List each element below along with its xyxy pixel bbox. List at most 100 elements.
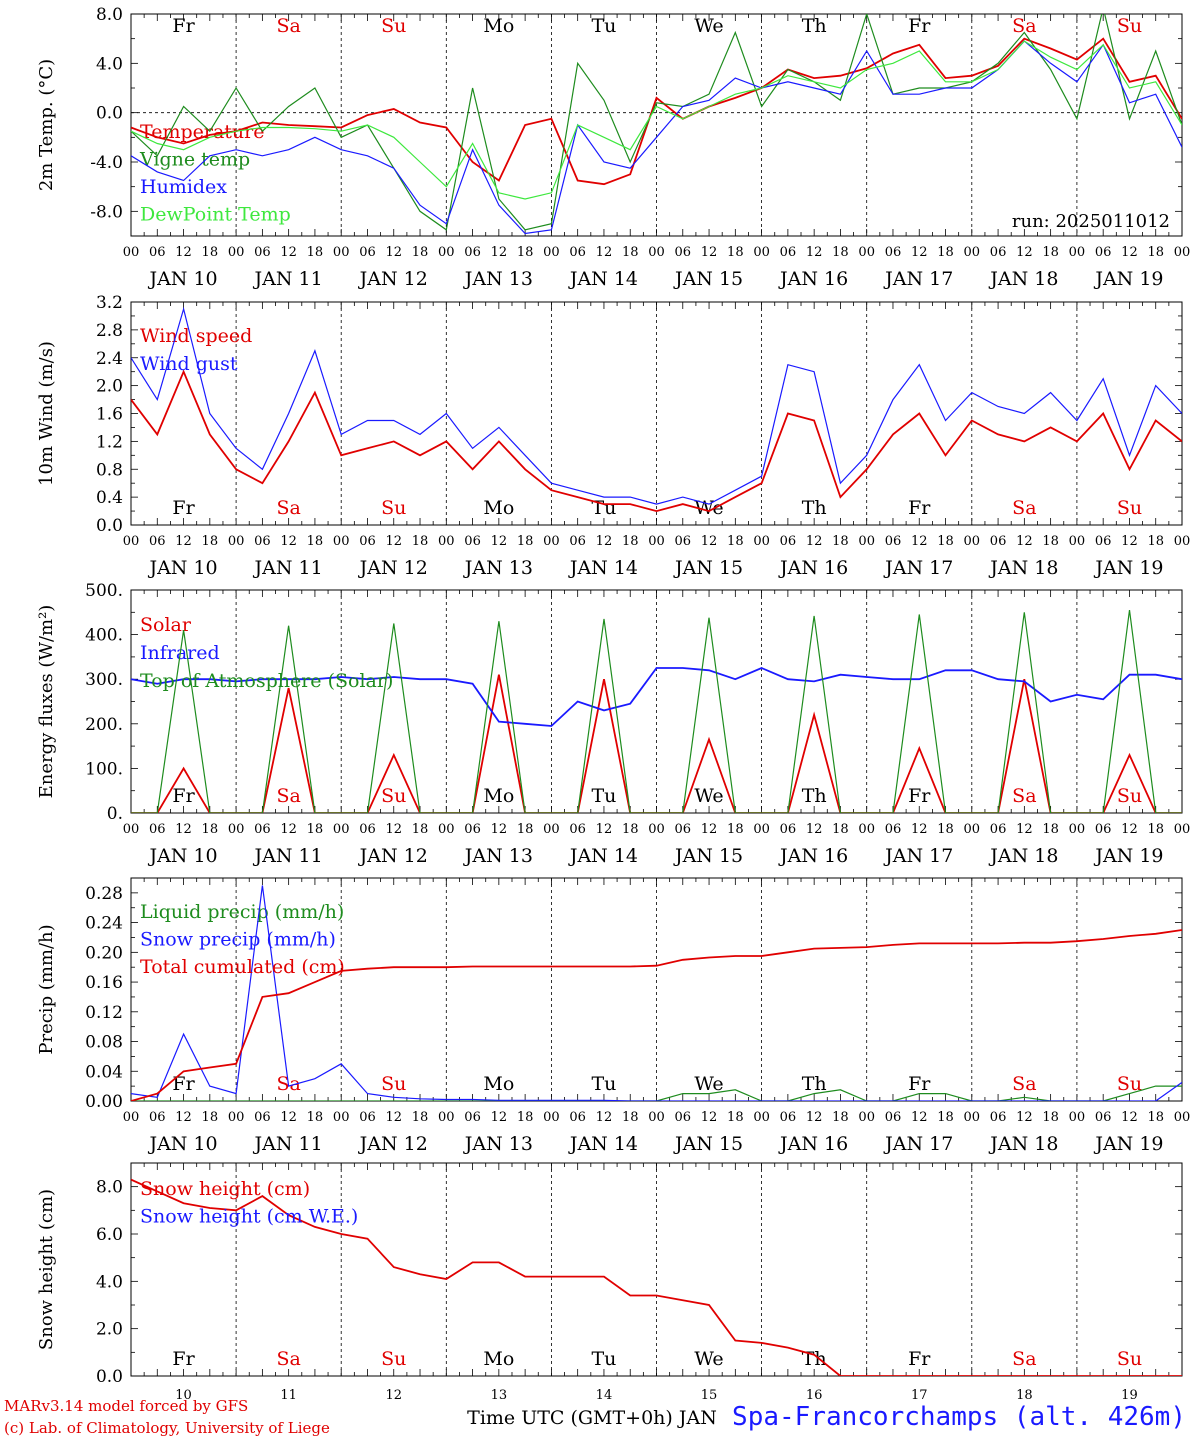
hour-tick-label: 00 bbox=[753, 534, 770, 549]
hour-tick-label: 00 bbox=[333, 822, 350, 837]
hour-tick-label: 18 bbox=[832, 822, 849, 837]
y-tick-label: 0. bbox=[107, 804, 123, 824]
hour-tick-label: 06 bbox=[359, 822, 376, 837]
hour-tick-label: 06 bbox=[464, 1110, 481, 1125]
date-label: JAN 11 bbox=[253, 268, 323, 290]
hour-tick-label: 00 bbox=[753, 1110, 770, 1125]
day-label: Su bbox=[1117, 1348, 1142, 1370]
date-label: JAN 10 bbox=[147, 1133, 217, 1155]
legend-entry: Wind speed bbox=[140, 325, 252, 347]
y-tick-label: -4.0 bbox=[90, 153, 123, 173]
hour-tick-label: 18 bbox=[307, 245, 324, 260]
day-label: We bbox=[694, 1348, 723, 1370]
day-label: Fr bbox=[908, 497, 931, 519]
date-label: JAN 16 bbox=[778, 1133, 848, 1155]
date-label: JAN 18 bbox=[988, 557, 1058, 579]
date-label: JAN 12 bbox=[358, 845, 428, 867]
panel-energy: 500. 400. 300. 200. 100. 0. Energy fluxes (W/m… bbox=[36, 581, 1190, 867]
hour-tick-label: 12 bbox=[701, 245, 718, 260]
hour-tick-label: 00 bbox=[648, 534, 665, 549]
hour-tick-label: 00 bbox=[228, 1110, 245, 1125]
date-label: JAN 17 bbox=[883, 268, 953, 290]
hour-tick-label: 00 bbox=[438, 245, 455, 260]
day-label: Sa bbox=[1012, 785, 1036, 807]
hour-tick-label: 12 bbox=[596, 822, 613, 837]
hour-tick-label: 18 bbox=[202, 245, 219, 260]
hour-tick-label: 18 bbox=[832, 534, 849, 549]
date-label: JAN 14 bbox=[568, 557, 638, 579]
hour-tick-label: 00 bbox=[123, 245, 140, 260]
y-tick-label: 0.28 bbox=[85, 884, 123, 904]
hour-tick-label: 00 bbox=[123, 1110, 140, 1125]
series-line-energy-0 bbox=[131, 674, 1182, 813]
legend-entry: Solar bbox=[140, 614, 192, 636]
credit-line-2: (c) Lab. of Climatology, University of L… bbox=[4, 1419, 330, 1437]
day-label: Su bbox=[1117, 1073, 1142, 1095]
hour-tick-label: 00 bbox=[1069, 822, 1086, 837]
day-label: Sa bbox=[1012, 1348, 1036, 1370]
hour-tick-label: 12 bbox=[1016, 1110, 1033, 1125]
legend-entry: Top of Atmosphere (Solar) bbox=[140, 670, 393, 692]
date-label: JAN 14 bbox=[568, 845, 638, 867]
hour-tick-label: 06 bbox=[254, 245, 271, 260]
hour-tick-label: 06 bbox=[254, 822, 271, 837]
hour-tick-label: 06 bbox=[464, 822, 481, 837]
day-label: Fr bbox=[908, 1348, 931, 1370]
series-line-energy-2 bbox=[131, 610, 1182, 813]
x-axis-label: Time UTC (GMT+0h) JAN bbox=[467, 1407, 717, 1429]
hour-tick-label: 06 bbox=[780, 245, 797, 260]
y-tick-label: 0.08 bbox=[85, 1033, 123, 1053]
hour-tick-label: 06 bbox=[1095, 1110, 1112, 1125]
hour-tick-label: 06 bbox=[990, 822, 1007, 837]
hour-tick-label: 12 bbox=[175, 1110, 192, 1125]
hour-tick-label: 18 bbox=[202, 534, 219, 549]
hour-tick-label: 06 bbox=[1095, 534, 1112, 549]
hour-tick-label: 06 bbox=[990, 534, 1007, 549]
hour-tick-label: 00 bbox=[123, 822, 140, 837]
y-tick-label: 0.4 bbox=[96, 488, 123, 508]
y-tick-label: 8.0 bbox=[96, 1178, 123, 1198]
day-label: Sa bbox=[1012, 15, 1036, 37]
credit-line-1: MARv3.14 model forced by GFS bbox=[4, 1397, 249, 1415]
day-label: Su bbox=[381, 1348, 406, 1370]
hour-tick-label: 00 bbox=[1069, 245, 1086, 260]
hour-tick-label: 18 bbox=[937, 822, 954, 837]
hour-tick-label: 12 bbox=[596, 245, 613, 260]
bottom-day-number: 14 bbox=[596, 1388, 613, 1403]
y-tick-label: 400. bbox=[85, 626, 123, 646]
hour-tick-label: 00 bbox=[648, 245, 665, 260]
hour-tick-label: 00 bbox=[1174, 1110, 1191, 1125]
day-label: Su bbox=[381, 1073, 406, 1095]
date-label: JAN 19 bbox=[1093, 845, 1163, 867]
day-label: Tu bbox=[591, 15, 616, 37]
hour-tick-label: 06 bbox=[569, 822, 586, 837]
hour-tick-label: 18 bbox=[937, 1110, 954, 1125]
y-axis-label: 10m Wind (m/s) bbox=[36, 341, 57, 486]
date-label: JAN 10 bbox=[147, 845, 217, 867]
legend-entry: Liquid precip (mm/h) bbox=[140, 901, 344, 923]
y-tick-label: 0.0 bbox=[96, 104, 123, 124]
hour-tick-label: 12 bbox=[1121, 245, 1138, 260]
series-line-temp-3 bbox=[131, 40, 1182, 200]
hour-tick-label: 06 bbox=[149, 822, 166, 837]
y-tick-label: 0.20 bbox=[85, 943, 123, 963]
station-label: Spa-Francorchamps (alt. 426m) bbox=[732, 1402, 1186, 1432]
hour-tick-label: 06 bbox=[885, 245, 902, 260]
date-label: JAN 16 bbox=[778, 268, 848, 290]
y-tick-label: 1.6 bbox=[96, 405, 123, 425]
date-label: JAN 15 bbox=[673, 1133, 743, 1155]
hour-tick-label: 06 bbox=[254, 1110, 271, 1125]
legend-entry: Wind gust bbox=[140, 353, 238, 375]
date-label: JAN 18 bbox=[988, 268, 1058, 290]
hour-tick-label: 00 bbox=[333, 1110, 350, 1125]
hour-tick-label: 18 bbox=[1147, 1110, 1164, 1125]
hour-tick-label: 00 bbox=[964, 245, 981, 260]
date-label: JAN 12 bbox=[358, 557, 428, 579]
panel-precip: 0.28 0.24 0.20 0.16 0.12 0.08 0.04 0.00 Precip (… bbox=[36, 877, 1191, 1155]
series-line-energy-1 bbox=[131, 667, 1182, 727]
y-tick-label: 6.0 bbox=[96, 1225, 123, 1245]
y-tick-label: 0.12 bbox=[85, 1003, 123, 1023]
hour-tick-label: 06 bbox=[885, 1110, 902, 1125]
hour-tick-label: 00 bbox=[1069, 1110, 1086, 1125]
